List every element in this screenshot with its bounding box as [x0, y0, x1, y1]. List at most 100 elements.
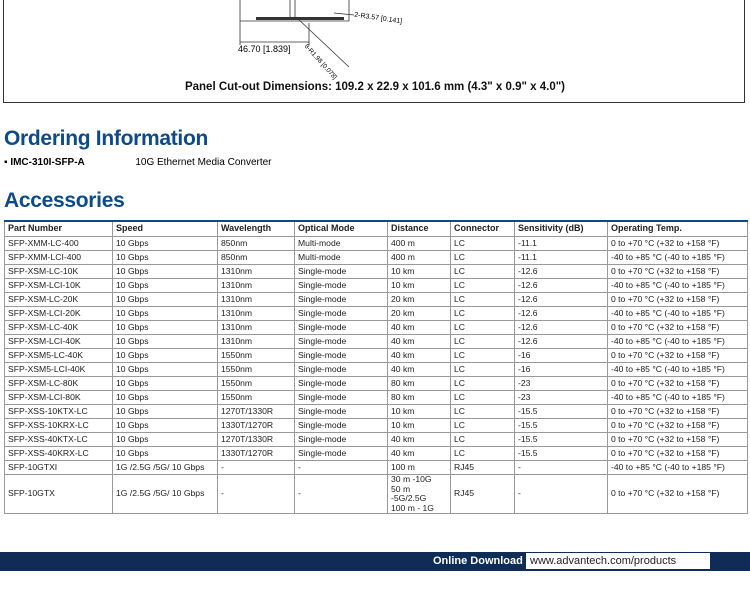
table-cell: -16 [514, 348, 608, 363]
table-cell: LC [450, 390, 515, 405]
table-cell: LC [450, 278, 515, 293]
table-cell: LC [450, 320, 515, 335]
table-cell: 1310nm [217, 292, 295, 307]
table-cell: Single-mode [294, 362, 388, 377]
table-cell: 10 Gbps [112, 348, 218, 363]
table-cell: SFP-XSM-LCI-10K [4, 278, 113, 293]
table-cell: 1550nm [217, 362, 295, 377]
table-cell: LC [450, 432, 515, 447]
table-cell: 20 km [387, 306, 451, 321]
table-cell: -40 to +85 °C (-40 to +185 °F) [607, 334, 748, 349]
table-cell: LC [450, 306, 515, 321]
table-cell: 0 to +70 °C (+32 to +158 °F) [607, 348, 748, 363]
table-cell: SFP-XSS-40KRX-LC [4, 446, 113, 461]
table-cell: 0 to +70 °C (+32 to +158 °F) [607, 418, 748, 433]
table-row: SFP-XSS-10KTX-LC 10 Gbps 1270T/1330R Single… [4, 404, 748, 419]
table-cell: -12.6 [514, 292, 608, 307]
table-cell: - [294, 460, 388, 475]
table-cell: -12.6 [514, 278, 608, 293]
table-cell: -12.6 [514, 264, 608, 279]
table-cell: -23 [514, 390, 608, 405]
table-row: SFP-XSM-LCI-80K 10 Gbps 1550nm Single-mode 8… [4, 390, 748, 405]
table-cell: Single-mode [294, 264, 388, 279]
table-cell: 0 to +70 °C (+32 to +158 °F) [607, 376, 748, 391]
table-cell: -12.6 [514, 334, 608, 349]
table-cell: 30 m -10G 50 m -5G/2.5G 100 m - 1G [387, 474, 451, 514]
table-cell: Multi-mode [294, 250, 388, 265]
table-cell: SFP-XSM-LC-10K [4, 264, 113, 279]
table-cell: 0 to +70 °C (+32 to +158 °F) [607, 404, 748, 419]
table-cell: LC [450, 236, 515, 251]
table-cell: LC [450, 292, 515, 307]
header-row: Part Number Speed Wavelength Optical Mode Di… [4, 220, 748, 237]
table-cell: SFP-XSM-LCI-40K [4, 334, 113, 349]
table-cell: SFP-XMM-LC-400 [4, 236, 113, 251]
table-cell: SFP-XSM-LC-80K [4, 376, 113, 391]
column-header: Optical Mode [294, 220, 388, 237]
table-cell: - [514, 474, 608, 514]
table-cell: 850nm [217, 250, 295, 265]
table-cell: RJ45 [450, 474, 515, 514]
table-cell: LC [450, 418, 515, 433]
table-cell: 40 km [387, 334, 451, 349]
caption: Panel Cut-out Dimensions: 109.2 x 22.9 x… [184, 81, 566, 93]
table-cell: 1310nm [217, 264, 295, 279]
table-row: SFP-XSM-LC-20K 10 Gbps 1310nm Single-mode 20… [4, 292, 748, 307]
table-cell: 1G /2.5G /5G/ 10 Gbps [112, 474, 218, 514]
table-cell: 10 Gbps [112, 306, 218, 321]
column-header: Distance [387, 220, 451, 237]
table-cell: 10 Gbps [112, 278, 218, 293]
table-cell: 10 Gbps [112, 390, 218, 405]
table-cell: 10 km [387, 404, 451, 419]
table-cell: -40 to +85 °C (-40 to +185 °F) [607, 362, 748, 377]
table-cell: 20 km [387, 292, 451, 307]
table-cell: 40 km [387, 432, 451, 447]
table-cell: 1310nm [217, 278, 295, 293]
table-cell: 850nm [217, 236, 295, 251]
table-row: SFP-XSS-10KRX-LC 10 Gbps 1330T/1270R Single… [4, 418, 748, 433]
table-row: SFP-10GTX 1G /2.5G /5G/ 10 Gbps - -30 m -10… [4, 474, 748, 514]
footer-url[interactable]: www.advantech.com/products [526, 553, 710, 569]
table-cell: -40 to +85 °C (-40 to +185 °F) [607, 306, 748, 321]
description: 10G Ethernet Media Converter [135, 157, 272, 168]
column-header: Connector [450, 220, 515, 237]
table-cell: 0 to +70 °C (+32 to +158 °F) [607, 292, 748, 307]
section-title: Ordering Information [4, 127, 209, 150]
table-cell: LC [450, 404, 515, 419]
table-cell: 1550nm [217, 390, 295, 405]
table-cell: - [217, 460, 295, 475]
table-row: SFP-XSM-LCI-40K 10 Gbps 1310nm Single-mode 4… [4, 334, 748, 349]
table-cell: 10 Gbps [112, 264, 218, 279]
table-cell: 1G /2.5G /5G/ 10 Gbps [112, 460, 218, 475]
panel-drawing: 2-R3.57 [0.141] 46.70 [1.839] 8-R1.98 [0… [3, 0, 745, 103]
table-cell: Single-mode [294, 446, 388, 461]
table-cell: Single-mode [294, 334, 388, 349]
table-row: SFP-XSM-LC-40K 10 Gbps 1310nm Single-mode 40… [4, 320, 748, 335]
table-cell: -40 to +85 °C (-40 to +185 °F) [607, 390, 748, 405]
table-cell: -40 to +85 °C (-40 to +185 °F) [607, 278, 748, 293]
table-row: SFP-XSM-LCI-10K 10 Gbps 1310nm Single-mode 1… [4, 278, 748, 293]
table-row: SFP-XMM-LC-400 10 Gbps 850nm Multi-mode 400 … [4, 236, 748, 251]
table-cell: 10 km [387, 264, 451, 279]
table-cell: 0 to +70 °C (+32 to +158 °F) [607, 236, 748, 251]
table-cell: LC [450, 362, 515, 377]
table-cell: 10 Gbps [112, 446, 218, 461]
table-cell: 80 km [387, 376, 451, 391]
table-cell: 100 m [387, 460, 451, 475]
table-cell: 10 Gbps [112, 432, 218, 447]
table-row: SFP-XMM-LCI-400 10 Gbps 850nm Multi-mode 400… [4, 250, 748, 265]
table-cell: Single-mode [294, 278, 388, 293]
table-row: SFP-10GTXI 1G /2.5G /5G/ 10 Gbps - -100 m RJ… [4, 460, 748, 475]
table-row: SFP-XSM5-LCI-40K 10 Gbps 1550nm Single-mode… [4, 362, 748, 377]
table-cell: SFP-10GTX [4, 474, 113, 514]
table-cell: LC [450, 348, 515, 363]
table-cell: 1330T/1270R [217, 446, 295, 461]
table-cell: Single-mode [294, 376, 388, 391]
table-cell: 10 Gbps [112, 334, 218, 349]
table-cell: 10 Gbps [112, 250, 218, 265]
table-cell: - [514, 460, 608, 475]
table-cell: SFP-XSS-10KTX-LC [4, 404, 113, 419]
table-cell: -40 to +85 °C (-40 to +185 °F) [607, 250, 748, 265]
table-cell: LC [450, 446, 515, 461]
table-cell: 0 to +70 °C (+32 to +158 °F) [607, 446, 748, 461]
